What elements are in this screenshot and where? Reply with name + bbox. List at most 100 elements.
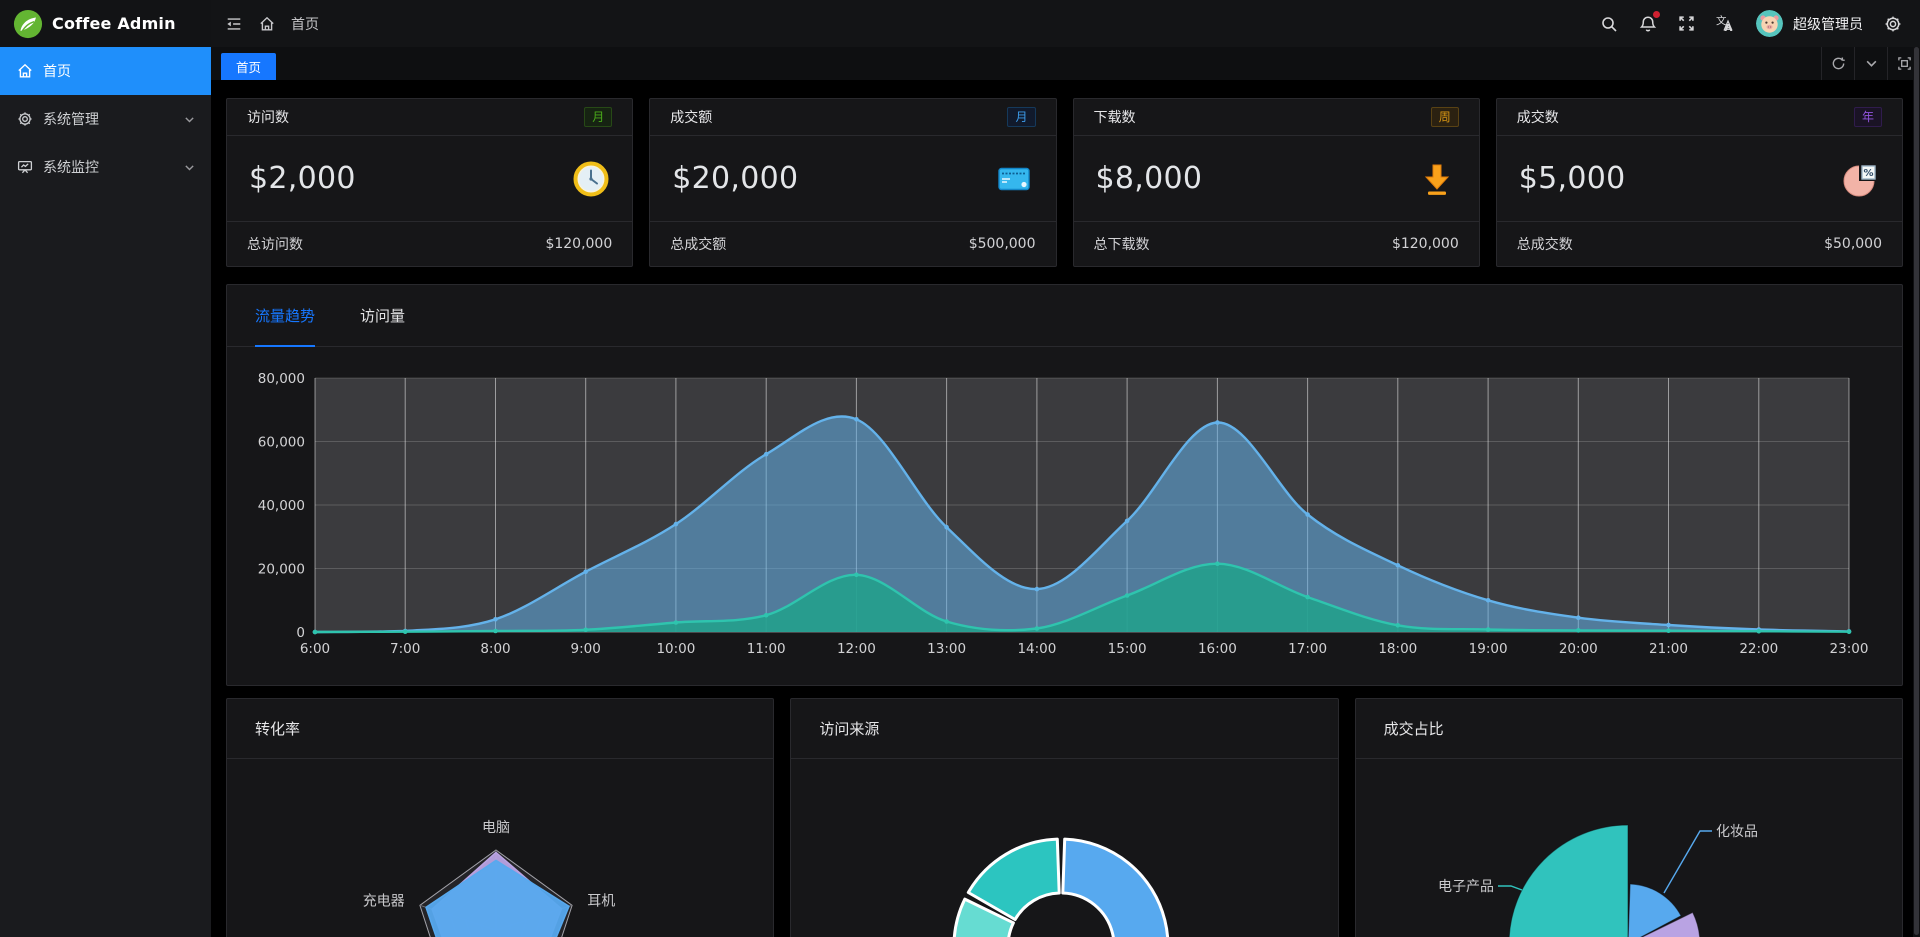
svg-text:8:00: 8:00 bbox=[480, 641, 510, 657]
avatar[interactable] bbox=[1756, 10, 1783, 37]
svg-text:文: 文 bbox=[1716, 14, 1727, 27]
svg-text:16:00: 16:00 bbox=[1198, 641, 1237, 657]
settings-gear-icon[interactable] bbox=[1884, 15, 1902, 33]
svg-text:80,000: 80,000 bbox=[258, 371, 305, 387]
stat-value: $5,000 bbox=[1518, 161, 1626, 196]
sidebar-item-label: 系统监控 bbox=[43, 160, 99, 176]
sidebar-item-home[interactable]: 首页 bbox=[0, 47, 211, 95]
tab-traffic-trend[interactable]: 流量趋势 bbox=[255, 285, 316, 347]
sidebar-item-label: 系统管理 bbox=[43, 112, 99, 128]
sidebar-item-system-monitoring[interactable]: 系统监控 bbox=[0, 143, 211, 191]
stat-title: 下载数 bbox=[1093, 110, 1136, 126]
svg-text:20:00: 20:00 bbox=[1559, 641, 1598, 657]
svg-text:14:00: 14:00 bbox=[1017, 641, 1056, 657]
card-title: 转化率 bbox=[227, 699, 774, 759]
svg-text:6:00: 6:00 bbox=[300, 641, 330, 657]
deal-share-card: 成交占比 电子产品 化妆品 bbox=[1354, 698, 1903, 937]
monitor-icon bbox=[16, 159, 33, 175]
bell-icon[interactable] bbox=[1639, 10, 1660, 33]
visit-source-donut-chart bbox=[791, 759, 1337, 937]
scrollbar[interactable] bbox=[1913, 47, 1920, 937]
stats-row: 访问数 月 $2,000 总访问数 $120,000 成交额 月 $20,000 总成交额 $50… bbox=[226, 98, 1903, 267]
svg-text:0: 0 bbox=[296, 625, 305, 641]
svg-text:电子产品: 电子产品 bbox=[1438, 879, 1494, 895]
svg-text:15:00: 15:00 bbox=[1108, 641, 1147, 657]
username[interactable]: 超级管理员 bbox=[1793, 16, 1863, 33]
stat-footer-label: 总成交数 bbox=[1516, 237, 1573, 253]
stat-footer-value: $120,000 bbox=[1391, 236, 1459, 252]
stat-title: 成交数 bbox=[1516, 110, 1559, 126]
svg-text:22:00: 22:00 bbox=[1739, 641, 1778, 657]
stat-period-badge: 年 bbox=[1853, 107, 1882, 127]
stat-footer-value: $500,000 bbox=[968, 236, 1036, 252]
conversion-rate-card: 转化率 电脑 耳机 充电器 bbox=[226, 698, 775, 937]
svg-text:%: % bbox=[1863, 168, 1873, 179]
stat-card: 成交数 年 $5,000% 总成交数 $50,000 bbox=[1495, 98, 1903, 267]
stat-footer-label: 总下载数 bbox=[1093, 237, 1150, 253]
svg-text:17:00: 17:00 bbox=[1288, 641, 1327, 657]
deal-share-pie-chart: 电子产品 化妆品 bbox=[1356, 759, 1902, 937]
maximize-icon[interactable] bbox=[1887, 47, 1920, 80]
stat-card: 下载数 周 $8,000 总下载数 $120,000 bbox=[1072, 98, 1480, 267]
translate-icon[interactable]: 文 A bbox=[1716, 14, 1735, 33]
stat-period-badge: 月 bbox=[1007, 107, 1036, 127]
card-title: 访问来源 bbox=[791, 699, 1338, 759]
main-area: 首页 bbox=[211, 0, 1920, 937]
svg-text:7:00: 7:00 bbox=[390, 641, 420, 657]
stat-footer-value: $120,000 bbox=[545, 236, 613, 252]
stat-value: $2,000 bbox=[249, 161, 356, 196]
leaf-logo-icon bbox=[13, 9, 43, 39]
svg-text:21:00: 21:00 bbox=[1649, 641, 1688, 657]
content: 访问数 月 $2,000 总访问数 $120,000 成交额 月 $20,000 总成交额 $50… bbox=[211, 80, 1920, 937]
svg-text:60,000: 60,000 bbox=[258, 435, 305, 451]
tabstrip: 首页 bbox=[211, 47, 1920, 80]
sidebar: Coffee Admin 首页 系统管理 bbox=[0, 0, 211, 937]
stat-title: 成交额 bbox=[670, 110, 713, 126]
stat-title: 访问数 bbox=[247, 110, 289, 126]
breadcrumb-home-icon[interactable] bbox=[259, 16, 275, 32]
svg-text:10:00: 10:00 bbox=[656, 641, 695, 657]
chevron-down-icon[interactable] bbox=[1854, 47, 1887, 80]
notification-badge bbox=[1653, 10, 1660, 18]
pie-icon: % bbox=[1840, 159, 1880, 199]
page-tab-home[interactable]: 首页 bbox=[221, 53, 277, 80]
fullscreen-icon[interactable] bbox=[1678, 15, 1695, 32]
sidebar-collapse-icon[interactable] bbox=[225, 15, 243, 33]
stat-footer-value: $50,000 bbox=[1824, 236, 1882, 252]
svg-text:13:00: 13:00 bbox=[927, 641, 966, 657]
svg-text:20,000: 20,000 bbox=[258, 562, 305, 578]
stat-period-badge: 周 bbox=[1430, 107, 1459, 127]
clock-icon bbox=[572, 160, 610, 198]
home-icon bbox=[16, 63, 33, 79]
svg-text:19:00: 19:00 bbox=[1469, 641, 1508, 657]
stat-footer-label: 总成交额 bbox=[670, 237, 727, 253]
app-logo: Coffee Admin bbox=[0, 0, 211, 47]
sidebar-menu: 首页 系统管理 bbox=[0, 47, 211, 191]
stat-value: $8,000 bbox=[1095, 161, 1203, 196]
traffic-trend-card: 流量趋势 访问量 0 20,000 40,000 60,000 80,000 6:00 7:… bbox=[226, 284, 1903, 686]
sidebar-item-system-management[interactable]: 系统管理 bbox=[0, 95, 211, 143]
svg-text:23:00: 23:00 bbox=[1830, 641, 1869, 657]
svg-text:化妆品: 化妆品 bbox=[1716, 824, 1758, 840]
svg-text:充电器: 充电器 bbox=[363, 893, 405, 909]
download-icon bbox=[1417, 159, 1457, 199]
chevron-down-icon bbox=[184, 162, 195, 173]
chevron-down-icon bbox=[184, 114, 195, 125]
svg-text:40,000: 40,000 bbox=[258, 498, 305, 514]
svg-text:电脑: 电脑 bbox=[482, 820, 510, 836]
card-icon bbox=[994, 159, 1034, 199]
tab-visits[interactable]: 访问量 bbox=[360, 307, 406, 325]
stat-card: 成交额 月 $20,000 总成交额 $500,000 bbox=[649, 98, 1057, 267]
traffic-trend-chart: 0 20,000 40,000 60,000 80,000 6:00 7:00 8:00 9:0… bbox=[227, 347, 1902, 685]
refresh-icon[interactable] bbox=[1821, 47, 1854, 80]
search-icon[interactable] bbox=[1600, 15, 1618, 33]
breadcrumb[interactable]: 首页 bbox=[291, 16, 319, 33]
visit-source-card: 访问来源 bbox=[790, 698, 1339, 937]
stat-value: $20,000 bbox=[672, 161, 799, 196]
trend-tabs: 流量趋势 访问量 bbox=[227, 285, 1902, 347]
scrollbar-thumb[interactable] bbox=[1914, 47, 1919, 935]
svg-text:11:00: 11:00 bbox=[747, 641, 786, 657]
conversion-radar-chart: 电脑 耳机 充电器 bbox=[227, 759, 773, 937]
svg-text:12:00: 12:00 bbox=[837, 641, 876, 657]
